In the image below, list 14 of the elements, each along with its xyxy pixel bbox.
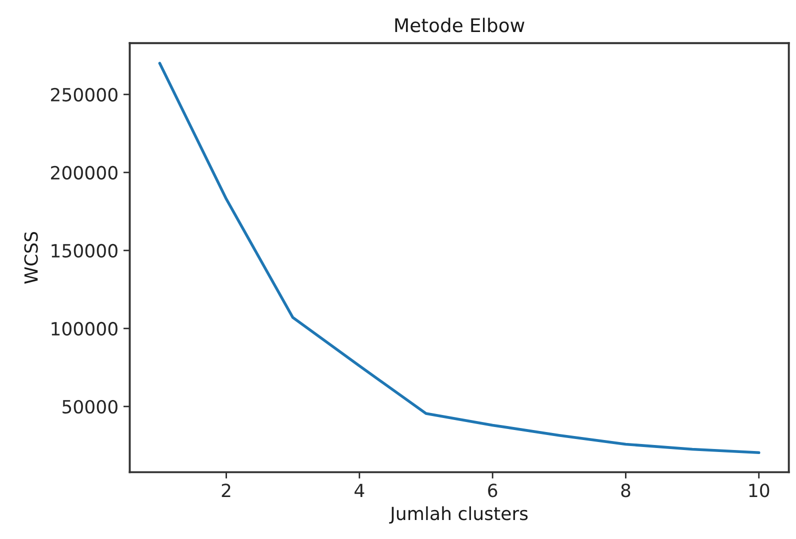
x-axis-title: Jumlah clusters: [389, 506, 528, 524]
x-tick-label: 6: [488, 484, 498, 498]
y-tick-label: 150000: [52, 244, 118, 258]
y-axis-title: WCSS: [24, 232, 38, 284]
chart-title: Metode Elbow: [395, 18, 524, 32]
x-tick-label: 2: [222, 484, 230, 497]
x-tick-label: 10: [749, 484, 770, 498]
x-tick-label: 8: [621, 484, 630, 498]
y-tick-label: 250000: [51, 88, 118, 102]
y-tick-label: 100000: [52, 322, 118, 336]
y-tick-label: 200000: [51, 166, 118, 180]
x-tick-label: 4: [354, 484, 364, 497]
y-tick-label: 50000: [62, 400, 118, 414]
line-series: [158, 62, 760, 454]
